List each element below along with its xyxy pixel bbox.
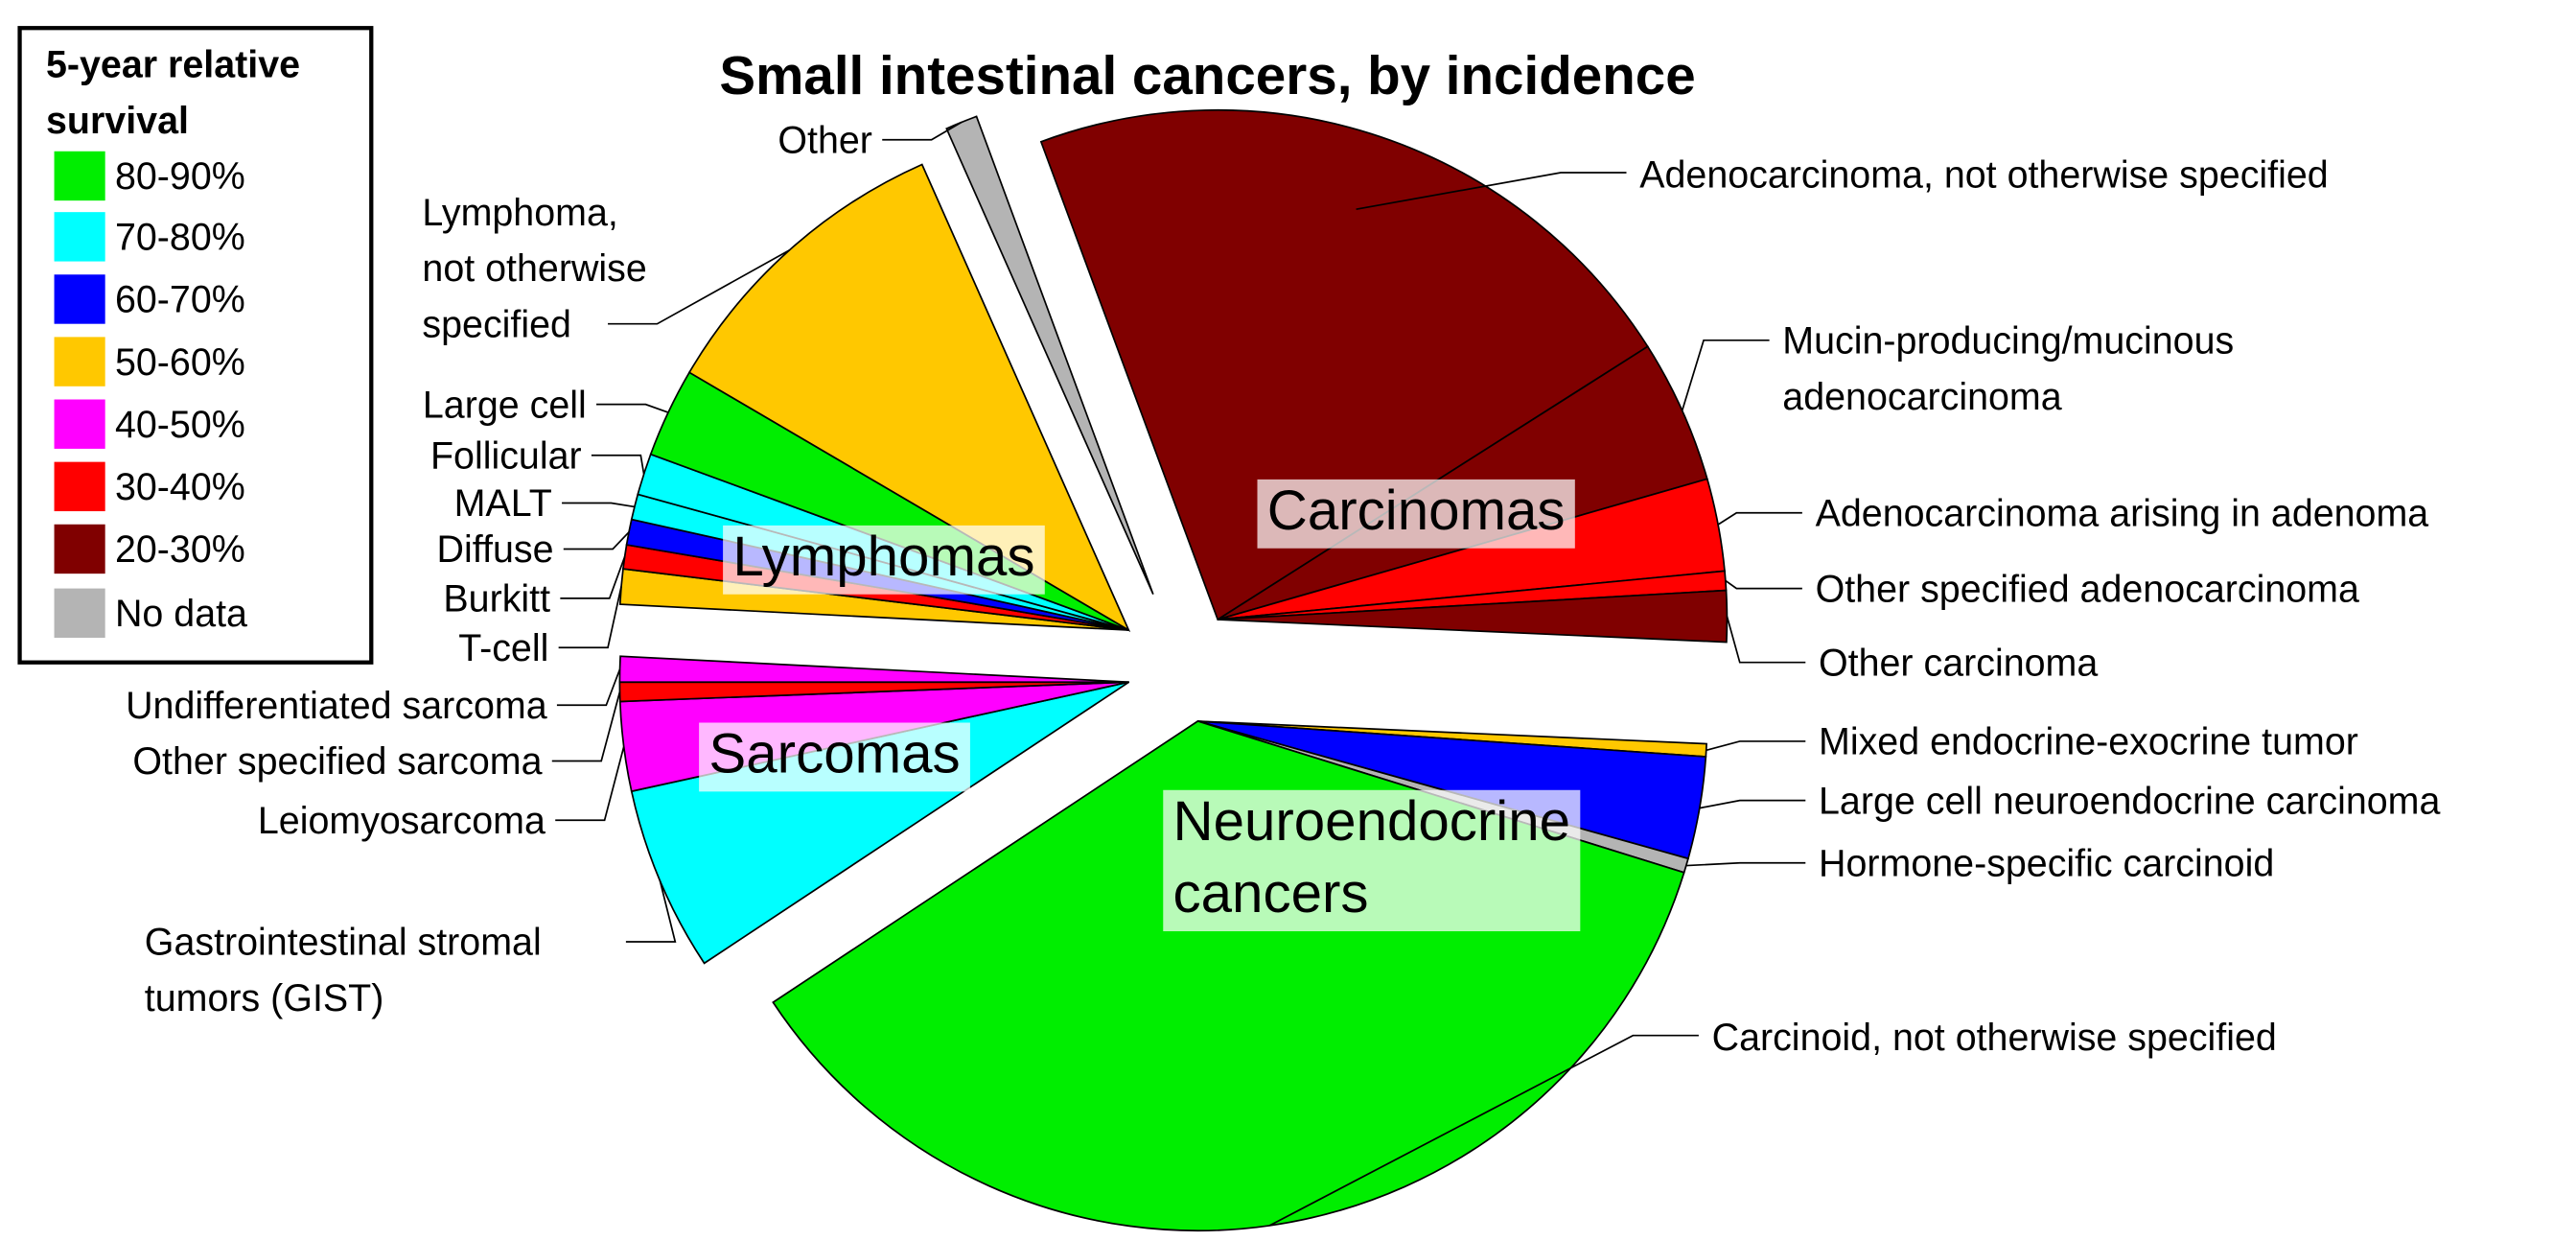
chart-title: Small intestinal cancers, by incidence xyxy=(719,45,1695,105)
group-label: Carcinomas xyxy=(1267,480,1566,542)
legend-label: 40-50% xyxy=(115,404,245,446)
leader-line xyxy=(551,691,621,762)
pie xyxy=(618,108,1729,1232)
slice-label: Other xyxy=(777,119,872,161)
slice-label: Mixed endocrine-exocrine tumor xyxy=(1819,721,2358,763)
pie-slice xyxy=(630,681,1130,965)
legend-swatch xyxy=(54,524,105,574)
leader-line xyxy=(556,668,621,707)
slice-label: T-cell xyxy=(458,627,548,669)
pie-slice xyxy=(1218,589,1729,644)
group-label: cancers xyxy=(1173,862,1369,925)
slice-label: Large cell xyxy=(423,384,587,426)
slice-label: Adenocarcinoma, not otherwise specified xyxy=(1639,153,2328,196)
leader-line xyxy=(1725,579,1802,590)
leader-line xyxy=(1717,511,1802,526)
legend-title: 5-year relative xyxy=(46,44,300,86)
legend-swatch xyxy=(54,337,105,386)
leader-line xyxy=(1268,1034,1699,1227)
slice-label: Large cell neuroendocrine carcinoma xyxy=(1819,780,2440,822)
legend-swatch xyxy=(54,274,105,324)
group-label: Sarcomas xyxy=(708,723,960,785)
pie-slice xyxy=(687,163,1131,633)
leader-line xyxy=(1356,172,1627,211)
slice-label: Diffuse xyxy=(437,528,554,571)
group-label-box xyxy=(723,525,1045,595)
legend: 5-year relative survival 80-90% 70-80% 60-70… xyxy=(46,44,300,638)
leader-line xyxy=(563,531,630,550)
leader-line xyxy=(1726,616,1806,664)
legend-label: 30-40% xyxy=(115,466,245,508)
slice-label: adenocarcinoma xyxy=(1782,376,2061,418)
group-label-box xyxy=(1257,479,1575,549)
group-label: Neuroendocrine xyxy=(1173,790,1571,853)
leader-line xyxy=(1685,861,1806,867)
leader-line xyxy=(882,121,963,141)
leader-line xyxy=(591,454,645,475)
leader-line xyxy=(625,880,677,943)
legend-label: 60-70% xyxy=(115,279,245,321)
slice-label: Burkitt xyxy=(443,578,550,620)
legend-label: 80-90% xyxy=(115,155,245,198)
slice-label: not otherwise xyxy=(422,247,646,290)
group-label: Lymphomas xyxy=(732,526,1034,588)
leader-line xyxy=(1699,799,1806,809)
leader-line xyxy=(558,586,622,649)
slice-label: Gastrointestinal stromal xyxy=(145,922,542,964)
leader-line xyxy=(608,249,790,325)
pie-slice xyxy=(618,655,1129,684)
legend-swatch xyxy=(54,588,105,638)
slice-label: Undifferentiated sarcoma xyxy=(126,685,547,727)
group-label-box xyxy=(1163,789,1581,932)
slice-label: Leiomyosarcoma xyxy=(258,800,545,842)
slice-label: Other carcinoma xyxy=(1819,642,2098,684)
legend-title: survival xyxy=(46,100,189,142)
slice-label: Adenocarcinoma arising in adenoma xyxy=(1816,492,2429,534)
leader-line xyxy=(1681,339,1770,411)
leader-line xyxy=(562,502,636,508)
legend-swatch xyxy=(54,399,105,449)
legend-swatch xyxy=(54,461,105,512)
legend-swatch xyxy=(54,212,105,262)
legend-label: 70-80% xyxy=(115,217,245,259)
slice-label: Lymphoma, xyxy=(422,192,617,234)
slice-label: Carcinoid, not otherwise specified xyxy=(1712,1017,2277,1059)
slice-label: specified xyxy=(422,303,571,345)
leader-line xyxy=(555,746,625,822)
slice-label: Other specified adenocarcinoma xyxy=(1816,568,2359,610)
legend-swatch xyxy=(54,151,105,201)
legend-label: No data xyxy=(115,593,247,635)
leader-line xyxy=(1706,740,1806,752)
labels: Adenocarcinoma, not otherwise specified M… xyxy=(126,119,2440,1227)
slice-label: Follicular xyxy=(430,434,582,477)
legend-label: 20-30% xyxy=(115,528,245,571)
slice-label: Mucin-producing/mucinous xyxy=(1782,320,2234,363)
pie-slice xyxy=(945,115,1154,595)
legend-label: 50-60% xyxy=(115,341,245,384)
leader-line xyxy=(596,403,669,413)
group-label-box xyxy=(699,722,970,792)
pie-slice xyxy=(1039,108,1649,621)
slice-label: Other specified sarcoma xyxy=(132,740,542,783)
leader-line xyxy=(560,556,626,599)
slice-label: MALT xyxy=(454,482,552,525)
slice-label: tumors (GIST) xyxy=(145,977,384,1019)
slice-label: Hormone-specific carcinoid xyxy=(1819,842,2274,884)
